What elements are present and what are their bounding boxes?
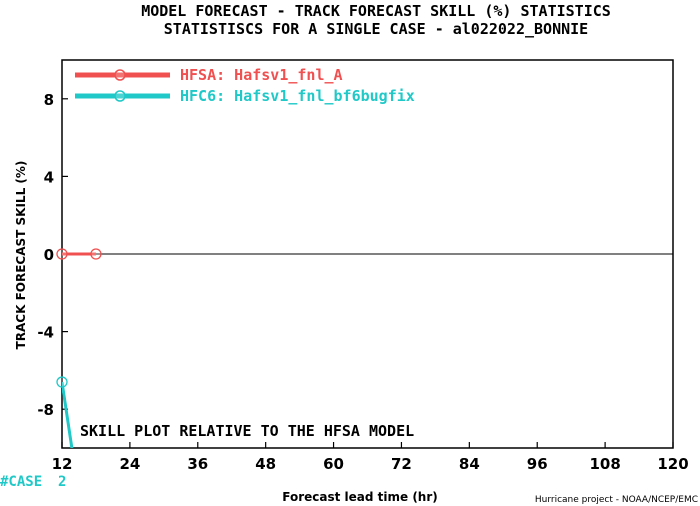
credit-text: Hurricane project - NOAA/NCEP/EMC <box>535 495 698 505</box>
case-count: 2 <box>58 474 66 490</box>
legend-label-1: HFC6: Hafsv1_fnl_bf6bugfix <box>180 87 415 105</box>
x-tick-label: 96 <box>527 455 548 473</box>
y-tick-label: -4 <box>37 324 54 342</box>
legend-label-0: HFSA: Hafsv1_fnl_A <box>180 66 343 84</box>
skill-annotation: SKILL PLOT RELATIVE TO THE HFSA MODEL <box>80 422 414 440</box>
x-tick-label: 24 <box>119 455 140 473</box>
series-group <box>62 252 96 448</box>
y-axis-label: TRACK FORECAST SKILL (%) <box>14 161 28 350</box>
y-tick-label: 0 <box>44 246 54 264</box>
legend: HFSA: Hafsv1_fnl_A HFC6: Hafsv1_fnl_bf6bu… <box>75 66 415 105</box>
y-tick-label: -8 <box>37 401 54 419</box>
series-line-1 <box>62 381 74 448</box>
x-tick-label: 48 <box>255 455 276 473</box>
data-point <box>56 376 68 388</box>
x-tick-label: 72 <box>391 455 412 473</box>
x-tick-label: 60 <box>323 455 344 473</box>
data-point <box>56 248 68 260</box>
y-tick-label: 4 <box>44 168 54 186</box>
x-tick-label: 12 <box>52 455 73 473</box>
chart-title-line1: MODEL FORECAST - TRACK FORECAST SKILL (%… <box>141 2 611 20</box>
legend-marker-1 <box>114 90 126 102</box>
y-tick-label: 8 <box>44 91 54 109</box>
case-label: #CASE <box>0 474 42 490</box>
x-tick-label: 84 <box>459 455 480 473</box>
legend-marker-0 <box>114 69 126 81</box>
chart-title-line2: STATISTISCS FOR A SINGLE CASE - al022022… <box>164 20 588 38</box>
x-axis-label: Forecast lead time (hr) <box>282 490 438 504</box>
markers-group <box>56 248 102 388</box>
x-tick-label: 120 <box>657 455 688 473</box>
x-tick-label: 36 <box>187 455 208 473</box>
x-tick-label: 108 <box>589 455 620 473</box>
data-point <box>90 248 102 260</box>
